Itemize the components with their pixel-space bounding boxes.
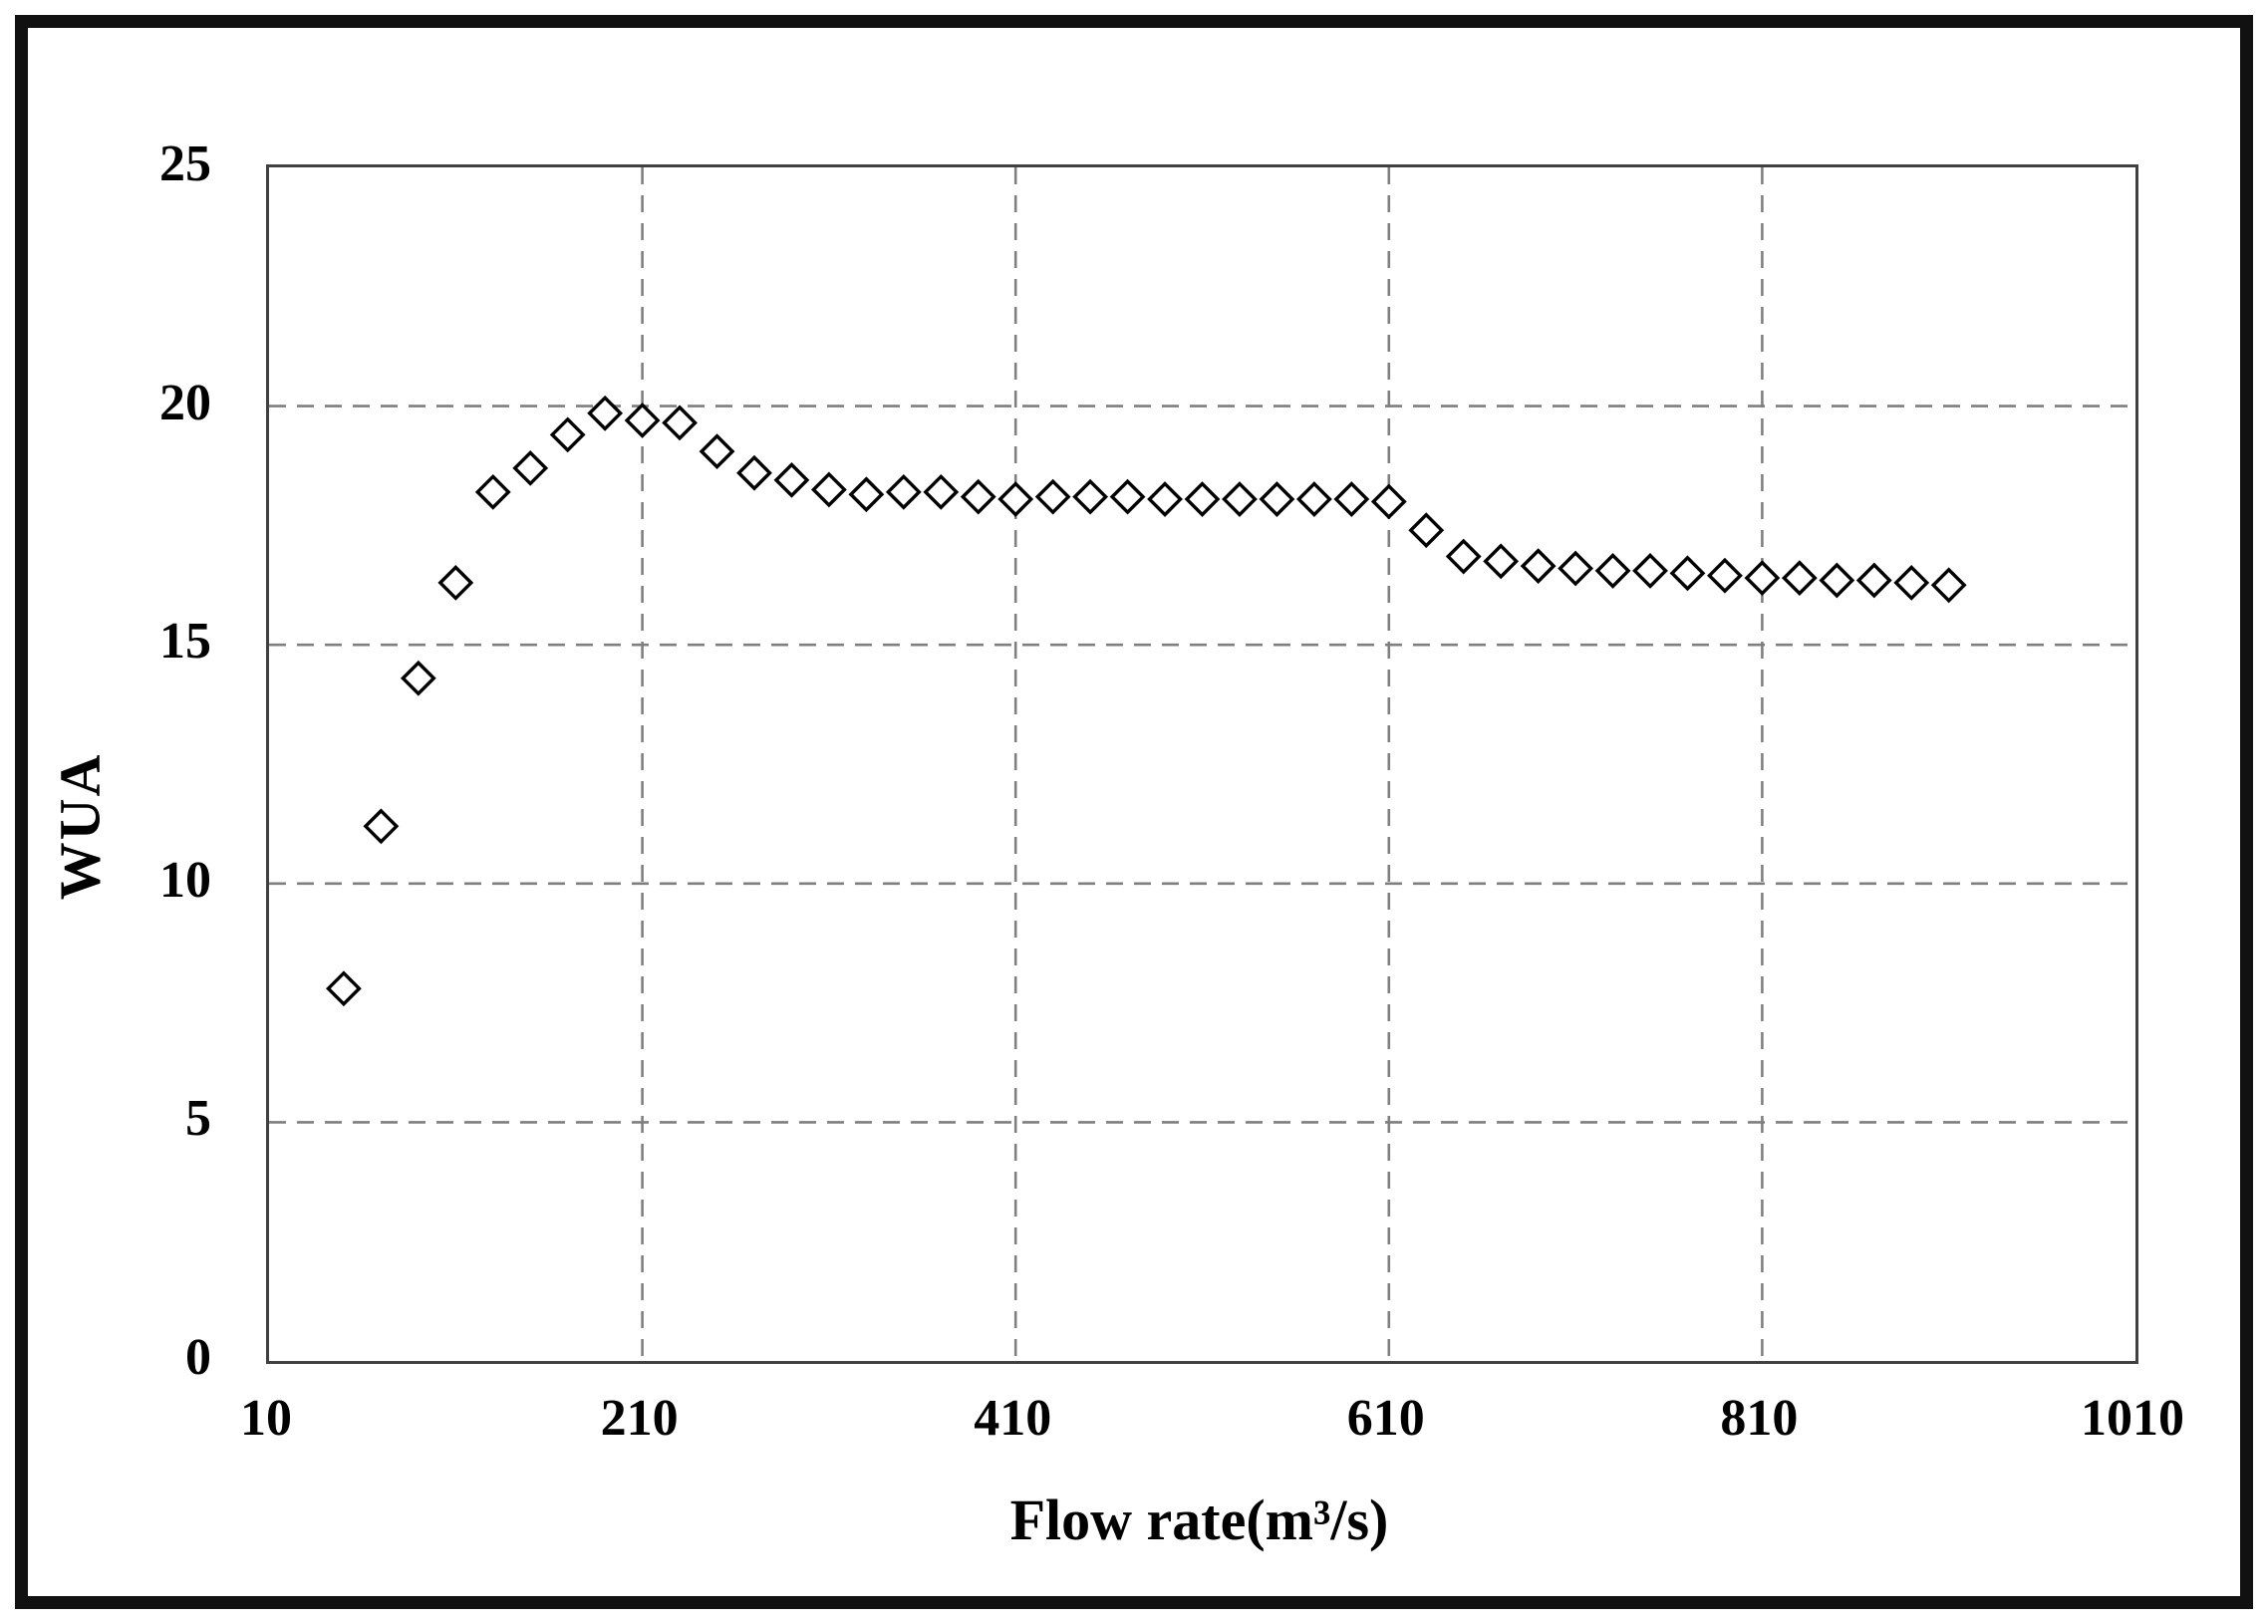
y-axis-title: WUA <box>47 752 113 901</box>
data-point-marker <box>326 970 362 1007</box>
y-tick-label: 15 <box>159 613 211 671</box>
y-tick-label: 20 <box>159 374 211 431</box>
data-point-marker <box>1558 550 1594 587</box>
data-point-marker <box>1594 553 1631 589</box>
data-point-marker <box>1147 481 1183 517</box>
x-tick-label: 1010 <box>2081 1390 2184 1447</box>
data-point-marker <box>587 395 624 431</box>
data-point-marker <box>512 449 549 486</box>
data-point-marker <box>960 478 996 515</box>
x-tick-label: 10 <box>240 1390 292 1447</box>
data-point-marker <box>400 660 436 696</box>
plot-area <box>266 164 2138 1364</box>
x-axis-title: Flow rate(m³/s) <box>1009 1488 1389 1552</box>
x-tick-label: 810 <box>1720 1390 1799 1447</box>
y-tick-label: 0 <box>185 1329 211 1386</box>
data-point-marker <box>1184 481 1221 517</box>
data-point-marker <box>1520 548 1557 585</box>
data-point-marker <box>1855 562 1892 599</box>
data-point-marker <box>363 808 400 845</box>
data-point-marker <box>1222 481 1258 517</box>
data-point-marker <box>1259 481 1295 517</box>
data-point-marker <box>848 476 885 513</box>
data-point-marker <box>1333 481 1370 517</box>
data-point-marker <box>1483 543 1520 580</box>
data-point-marker <box>1109 478 1146 515</box>
data-point-marker <box>1408 512 1445 549</box>
data-point-marker <box>662 405 698 441</box>
data-point-marker <box>1781 560 1818 597</box>
x-tick-label: 210 <box>600 1390 679 1447</box>
data-point-marker <box>1632 553 1668 589</box>
data-point-marker <box>699 433 735 470</box>
data-point-marker <box>474 473 511 510</box>
data-point-marker <box>437 564 474 601</box>
data-point-marker <box>1744 560 1781 597</box>
data-point-marker <box>773 461 810 498</box>
y-tick-label: 5 <box>185 1090 211 1148</box>
data-point-marker <box>1819 562 1855 599</box>
data-point-marker <box>736 454 772 491</box>
data-point-marker <box>624 403 661 438</box>
data-point-marker <box>1893 564 1930 601</box>
data-point-marker <box>1445 538 1482 575</box>
scatter-canvas <box>269 167 2135 1361</box>
data-point-marker <box>1370 483 1407 520</box>
x-tick-label: 610 <box>1346 1390 1425 1447</box>
data-point-marker <box>1072 478 1109 515</box>
data-point-marker <box>997 481 1034 517</box>
data-point-marker <box>1034 478 1071 515</box>
data-point-marker <box>810 471 847 508</box>
data-point-marker <box>885 473 922 510</box>
data-point-marker <box>1707 557 1743 594</box>
data-point-marker <box>1930 567 1967 604</box>
data-point-marker <box>549 416 586 453</box>
x-tick-label: 410 <box>974 1390 1052 1447</box>
data-point-marker <box>1295 481 1332 517</box>
y-tick-label: 25 <box>159 135 211 192</box>
data-point-marker <box>1669 555 1706 592</box>
y-tick-label: 10 <box>159 851 211 909</box>
data-point-marker <box>923 473 960 510</box>
